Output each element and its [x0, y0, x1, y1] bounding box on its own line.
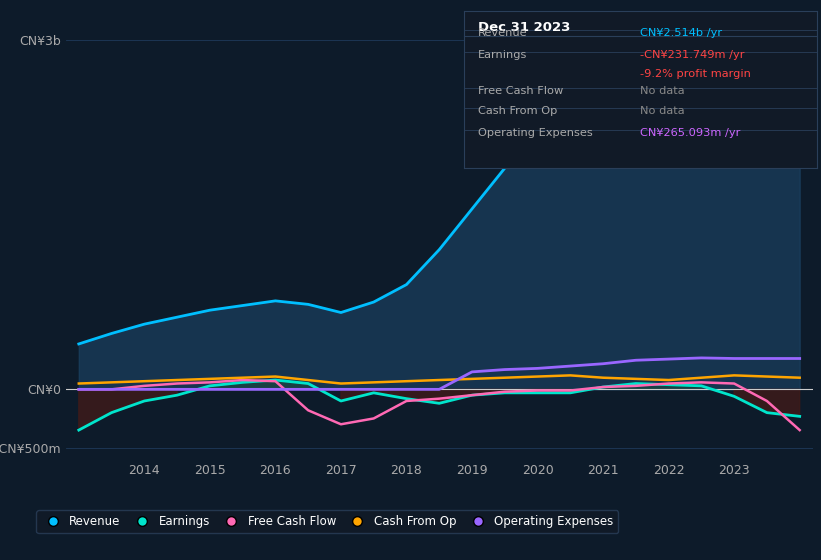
Text: -CN¥231.749m /yr: -CN¥231.749m /yr	[640, 50, 745, 60]
Text: No data: No data	[640, 106, 685, 116]
Text: CN¥2.514b /yr: CN¥2.514b /yr	[640, 28, 722, 38]
Text: Dec 31 2023: Dec 31 2023	[478, 21, 571, 34]
Text: Cash From Op: Cash From Op	[478, 106, 557, 116]
Text: Earnings: Earnings	[478, 50, 527, 60]
Text: Free Cash Flow: Free Cash Flow	[478, 86, 563, 96]
Text: Operating Expenses: Operating Expenses	[478, 128, 593, 138]
Text: Revenue: Revenue	[478, 28, 528, 38]
Text: No data: No data	[640, 86, 685, 96]
Text: -9.2% profit margin: -9.2% profit margin	[640, 69, 751, 78]
Legend: Revenue, Earnings, Free Cash Flow, Cash From Op, Operating Expenses: Revenue, Earnings, Free Cash Flow, Cash …	[36, 511, 618, 533]
Text: CN¥265.093m /yr: CN¥265.093m /yr	[640, 128, 741, 138]
